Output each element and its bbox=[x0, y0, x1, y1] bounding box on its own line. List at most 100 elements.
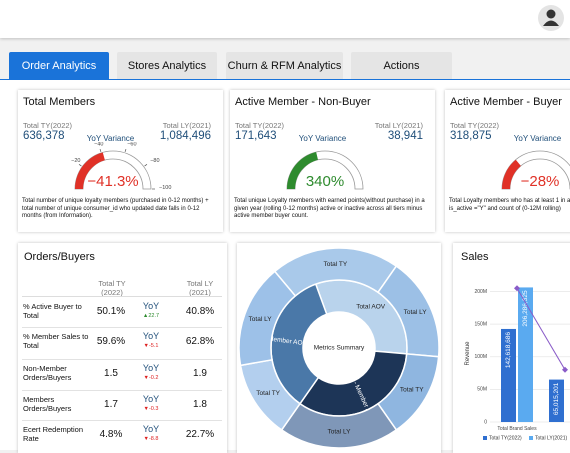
y-tick-label: 0 bbox=[484, 419, 487, 425]
tab-underline bbox=[0, 79, 570, 80]
gauge-tick bbox=[99, 148, 102, 153]
sunburst-label: Total LY bbox=[249, 316, 273, 323]
gauge: −20 −40 −60 −80 −100 bbox=[71, 142, 171, 191]
row-label: % Member Sales to Total bbox=[23, 332, 89, 350]
sunburst-segment bbox=[238, 270, 297, 367]
gauge-tick-label: −80 bbox=[150, 158, 159, 164]
gauge-tick-label: −60 bbox=[127, 142, 136, 147]
row-divider bbox=[22, 390, 222, 391]
ty-cell: 50.1% bbox=[96, 306, 126, 317]
sunburst-label: Total TY bbox=[400, 387, 424, 394]
y-tick-label: 100M bbox=[474, 354, 487, 360]
ly-value: 1,084,496 bbox=[159, 130, 211, 142]
bar-value-label: 206,286,325 bbox=[522, 290, 529, 327]
gauge bbox=[501, 150, 570, 190]
card-description: Total Loyalty members who has at least 1… bbox=[449, 198, 570, 212]
sunburst-label: Total LY bbox=[404, 309, 428, 316]
tab[interactable]: Churn & RFM Analytics bbox=[226, 52, 343, 80]
x-tick-label: Total Brand Sales bbox=[497, 426, 537, 432]
sunburst-center bbox=[304, 313, 374, 383]
tab[interactable]: Actions bbox=[351, 52, 452, 80]
delta-cell: ▼-0.3 bbox=[143, 406, 159, 412]
gauge-fill bbox=[502, 159, 521, 189]
delta-cell: ▼-8.8 bbox=[143, 436, 159, 442]
gauge-tick-label: −20 bbox=[71, 158, 80, 164]
legend-label: Total LY(2021) bbox=[535, 435, 567, 441]
row-label: Ecert Redemption Rate bbox=[23, 425, 84, 443]
gauge-tick bbox=[124, 148, 127, 153]
row-divider bbox=[22, 420, 222, 421]
ly-label: Total LY(2021) bbox=[162, 121, 211, 130]
orders-buyers-card: Orders/Buyers Total TY (2022) Total LY (20… bbox=[18, 243, 227, 453]
ly-cell: 1.9 bbox=[193, 368, 207, 379]
ty-value: 318,875 bbox=[450, 130, 492, 142]
line-series bbox=[516, 288, 566, 371]
ty-label: Total TY(2022) bbox=[450, 121, 500, 130]
row-label: Members Orders/Buyers bbox=[23, 395, 72, 413]
gauge bbox=[286, 150, 364, 190]
bar-value-label: 142,618,686 bbox=[505, 332, 512, 369]
bar-value-label: 65,015,201 bbox=[553, 382, 560, 415]
sales-chart: 0 50M 100M 150M 200M Revenue Total Brand Sales… bbox=[465, 285, 570, 441]
ty-value: 636,378 bbox=[23, 130, 65, 142]
ly-cell: 22.7% bbox=[185, 429, 215, 440]
ly-cell: 40.8% bbox=[185, 306, 215, 317]
y-axis-label: Revenue bbox=[465, 341, 471, 366]
kpi-card: Total Members Total TY(2022) 636,378 Total … bbox=[18, 90, 223, 232]
table-title: Orders/Buyers bbox=[24, 251, 95, 263]
gauge-value: −28% bbox=[520, 173, 560, 190]
card-title: Total Members bbox=[23, 96, 96, 108]
y-tick-label: 200M bbox=[474, 289, 487, 295]
ty-value: 171,643 bbox=[235, 130, 277, 142]
variance-label: YoY Variance bbox=[86, 134, 135, 143]
card-title: Active Member - Buyer bbox=[450, 96, 562, 108]
delta-cell: ▼-0.2 bbox=[143, 375, 159, 381]
yoy-cell: YoY bbox=[142, 301, 160, 311]
y-tick-label: 50M bbox=[477, 387, 487, 393]
y-tick-label: 150M bbox=[474, 321, 487, 327]
bar bbox=[501, 328, 516, 422]
chart-title: Sales bbox=[461, 251, 489, 263]
column-header: Total TY (2022) bbox=[98, 279, 126, 297]
ly-value: 38,941 bbox=[387, 130, 423, 142]
legend-swatch bbox=[529, 436, 533, 440]
delta-cell: ▲22.7 bbox=[142, 313, 160, 319]
gauge-tick-label: −40 bbox=[94, 142, 103, 147]
yoy-cell: YoY bbox=[142, 331, 160, 341]
yoy-cell: YoY bbox=[142, 363, 160, 373]
legend-swatch bbox=[483, 436, 487, 440]
header-divider bbox=[22, 296, 222, 297]
card-title: Active Member - Non-Buyer bbox=[235, 96, 371, 108]
row-label: % Active Buyer to Total bbox=[23, 302, 82, 320]
tab[interactable]: Stores Analytics bbox=[117, 52, 217, 80]
yoy-cell: YoY bbox=[142, 394, 160, 404]
ty-label: Total TY(2022) bbox=[23, 121, 73, 130]
gauge-fill bbox=[75, 152, 105, 189]
variance-label: YoY Variance bbox=[298, 134, 347, 143]
gauge-fill bbox=[287, 152, 318, 189]
gauge-value: 340% bbox=[305, 173, 345, 190]
bar bbox=[549, 379, 564, 422]
gauge-value: −41.3% bbox=[87, 173, 139, 190]
ty-cell: 4.8% bbox=[99, 429, 123, 440]
sunburst-label: Total AOV bbox=[356, 303, 386, 310]
kpi-card: Active Member - Non-Buyer Total TY(2022) 1… bbox=[230, 90, 435, 232]
gauge-tick-label: −100 bbox=[159, 185, 171, 191]
ty-cell: 1.5 bbox=[104, 368, 118, 379]
row-divider bbox=[22, 359, 222, 360]
tab[interactable]: Order Analytics bbox=[9, 52, 109, 80]
ty-cell: 1.7 bbox=[104, 399, 118, 410]
line-point bbox=[514, 285, 520, 292]
line-point bbox=[562, 366, 568, 373]
ly-label: Total LY(2021) bbox=[374, 121, 423, 130]
user-avatar[interactable] bbox=[536, 3, 566, 33]
yoy-cell: YoY bbox=[142, 424, 160, 434]
delta-cell: ▼-5.1 bbox=[143, 343, 159, 349]
ty-label: Total TY(2022) bbox=[235, 121, 285, 130]
gauge-tick bbox=[78, 164, 82, 167]
sunburst-card: Total AOV Non - Member AOV Member AOV Total… bbox=[237, 243, 441, 453]
ty-cell: 59.6% bbox=[96, 336, 126, 347]
gauge-tick bbox=[144, 164, 148, 167]
